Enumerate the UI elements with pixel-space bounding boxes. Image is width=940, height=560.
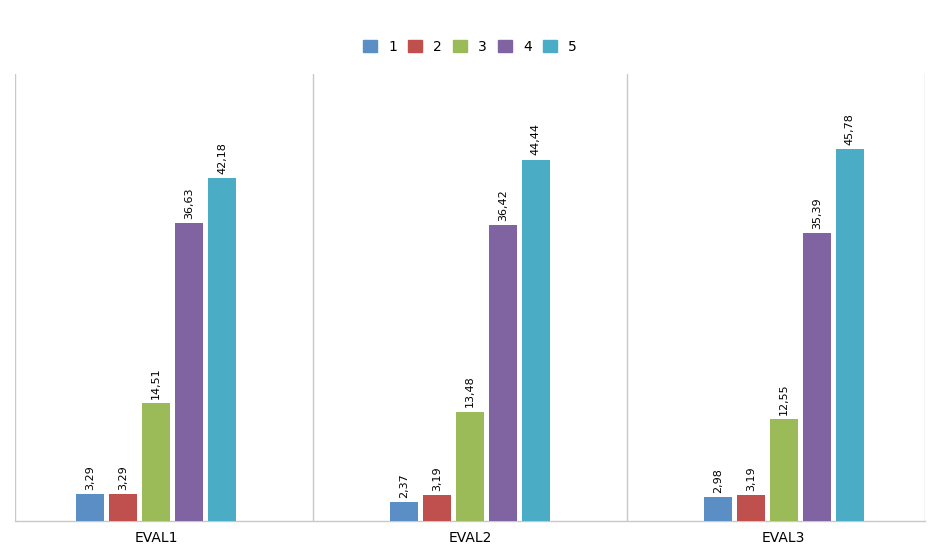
Text: 3,29: 3,29 — [118, 466, 128, 491]
Text: 3,29: 3,29 — [86, 466, 95, 491]
Bar — [836, 148, 864, 521]
Text: 35,39: 35,39 — [812, 198, 822, 229]
Legend: 1, 2, 3, 4, 5: 1, 2, 3, 4, 5 — [359, 36, 581, 58]
Text: 36,63: 36,63 — [184, 188, 195, 219]
Bar — [737, 495, 765, 521]
Bar — [142, 403, 170, 521]
Bar — [704, 497, 732, 521]
Text: 44,44: 44,44 — [531, 123, 540, 156]
Bar — [522, 160, 550, 521]
Bar — [175, 223, 203, 521]
Text: 3,19: 3,19 — [745, 466, 756, 491]
Text: 45,78: 45,78 — [845, 113, 854, 144]
Text: 3,19: 3,19 — [432, 466, 442, 491]
Bar — [489, 225, 517, 521]
Text: 14,51: 14,51 — [151, 367, 161, 399]
Bar — [390, 502, 418, 521]
Text: 2,37: 2,37 — [400, 473, 409, 498]
Bar — [423, 495, 451, 521]
Text: 13,48: 13,48 — [465, 376, 475, 408]
Bar — [76, 494, 104, 521]
Text: 36,42: 36,42 — [498, 189, 508, 221]
Bar — [770, 419, 798, 521]
Bar — [208, 178, 236, 521]
Text: 12,55: 12,55 — [779, 384, 789, 415]
Bar — [456, 412, 484, 521]
Bar — [109, 494, 137, 521]
Text: 2,98: 2,98 — [713, 468, 723, 493]
Text: 42,18: 42,18 — [217, 142, 227, 174]
Bar — [803, 233, 831, 521]
